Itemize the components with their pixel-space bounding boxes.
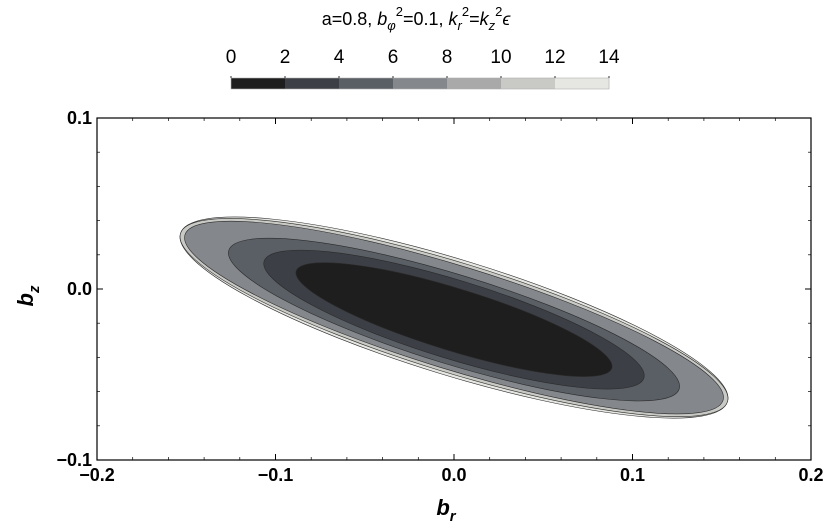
legend-swatch-6-8	[393, 78, 448, 89]
legend-frame	[230, 77, 610, 90]
legend-tick-label: 4	[334, 47, 345, 68]
legend-tick-label: 0	[226, 47, 237, 68]
x-tick-label: −0.1	[258, 465, 294, 485]
legend-swatch-4-6	[339, 78, 394, 89]
x-tick-label: 0.1	[620, 465, 645, 485]
x-axis-label: br	[436, 495, 456, 525]
x-tick-label: −0.2	[79, 465, 115, 485]
x-tick-label: 0.0	[441, 465, 466, 485]
legend-swatch-12-14	[555, 78, 610, 89]
legend-tick-label: 12	[544, 47, 565, 68]
y-tick-label: 0.1	[67, 108, 92, 128]
color-legend: 0 2 4 6 8 10 12 14	[226, 47, 620, 90]
legend-tick-label: 10	[490, 47, 511, 68]
chart-title: a=0.8, bφ2=0.1, kr2=kz2ϵ	[322, 4, 512, 33]
legend-tick-label: 8	[442, 47, 453, 68]
legend-tick-label: 14	[598, 47, 620, 68]
y-tick-label: −0.1	[56, 450, 92, 470]
legend-tick-label: 2	[280, 47, 291, 68]
legend-swatch-0-2	[231, 78, 286, 89]
y-tick-label: 0.0	[67, 279, 92, 299]
contour-regions	[179, 216, 729, 419]
y-axis-ticks: 0.1 0.0 −0.1	[56, 108, 811, 470]
contour-level-2	[295, 262, 613, 377]
legend-swatch-10-12	[501, 78, 556, 89]
y-axis-label: bz	[13, 285, 43, 306]
x-tick-label: 0.2	[798, 465, 823, 485]
legend-swatch-2-4	[285, 78, 340, 89]
legend-swatch-8-10	[447, 78, 502, 89]
legend-tick-label: 6	[388, 47, 399, 68]
x-axis-ticks: −0.2 −0.1 0.0 0.1 0.2	[79, 118, 824, 485]
